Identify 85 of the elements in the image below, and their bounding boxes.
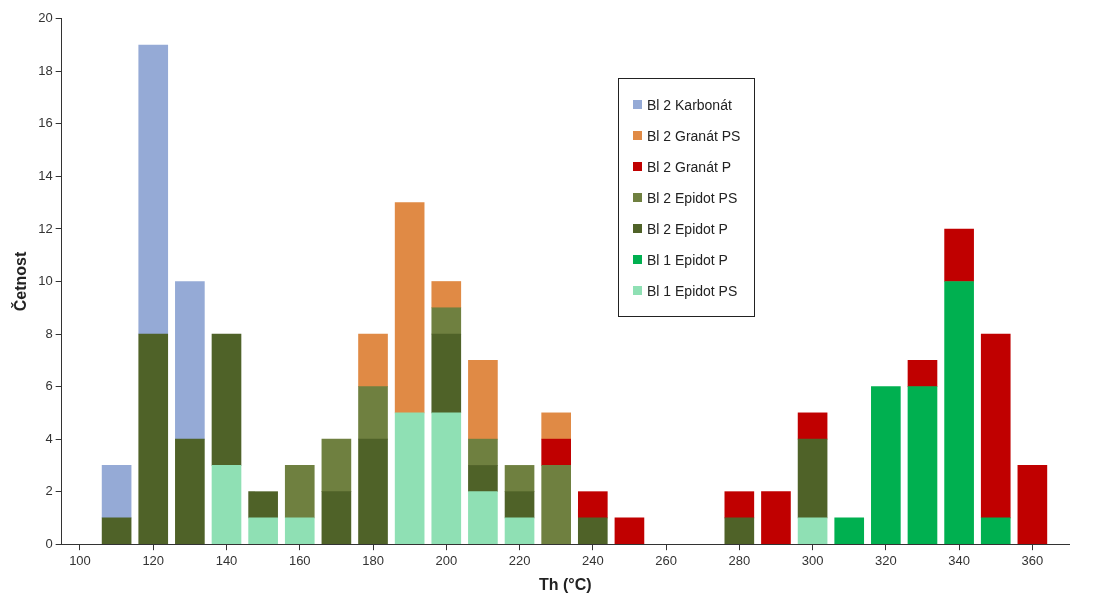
bar (907, 386, 938, 545)
bar (504, 517, 535, 545)
bar (358, 386, 388, 440)
bar (211, 465, 242, 545)
y-tick-label: 6 (45, 378, 53, 394)
x-tick-label: 260 (655, 552, 677, 568)
x-tick-label: 300 (801, 552, 824, 568)
bar (761, 491, 791, 545)
legend-label: Bl 2 Granát PS (647, 127, 741, 144)
bar (101, 465, 132, 519)
bar (211, 333, 242, 466)
x-tick-label: 200 (435, 552, 458, 568)
bar (431, 307, 462, 335)
bar (468, 465, 498, 492)
y-tick-label: 20 (38, 10, 53, 26)
bar (468, 438, 498, 466)
y-tick-label: 8 (45, 325, 53, 341)
bar (1017, 465, 1048, 545)
y-tick-label: 12 (38, 220, 53, 236)
bar (797, 412, 828, 440)
bar (614, 517, 645, 545)
bar (541, 465, 571, 545)
bar (504, 465, 535, 492)
bar (138, 44, 169, 335)
y-axis-title: Četnost (11, 251, 30, 312)
bar (358, 438, 388, 545)
legend-label: Bl 2 Epidot PS (647, 189, 738, 206)
bar (431, 412, 462, 545)
bar (248, 491, 278, 519)
bar (504, 491, 535, 519)
bar (431, 281, 462, 309)
bar (724, 517, 755, 545)
bar (577, 491, 608, 519)
bar (797, 438, 828, 519)
legend-label: Bl 1 Epidot P (647, 251, 728, 268)
y-tick-label: 4 (45, 430, 53, 446)
x-tick-label: 180 (362, 552, 384, 568)
x-tick-label: 220 (508, 552, 531, 568)
bar (321, 438, 352, 492)
legend-label: Bl 2 Granát P (647, 158, 732, 175)
bar (358, 333, 388, 387)
y-tick-label: 18 (38, 62, 53, 78)
bar (175, 281, 205, 440)
x-tick-label: 240 (581, 552, 604, 568)
bar (797, 517, 828, 545)
x-tick-label: 120 (142, 552, 165, 568)
y-tick-label: 14 (38, 168, 53, 183)
bar (431, 333, 462, 414)
y-tick-label: 0 (45, 535, 53, 551)
bar (394, 202, 425, 414)
bar (944, 228, 974, 282)
legend-label: Bl 2 Epidot P (647, 220, 728, 237)
y-tick-label: 2 (45, 483, 53, 499)
bar (944, 281, 974, 545)
x-tick-label: 100 (69, 552, 91, 568)
bar (907, 359, 938, 387)
bar (834, 517, 865, 545)
bar (248, 517, 278, 545)
x-tick-label: 160 (288, 552, 311, 568)
bar (101, 517, 132, 545)
bar (980, 333, 1011, 519)
bar (284, 465, 315, 519)
x-tick-label: 360 (1021, 552, 1044, 568)
x-tick-label: 340 (948, 552, 970, 568)
bar (724, 491, 755, 519)
bar (468, 359, 498, 440)
legend-label: Bl 2 Karbonát (647, 96, 732, 113)
bar (980, 517, 1011, 545)
bar (284, 517, 315, 545)
bar (541, 412, 571, 440)
x-axis-title: Th (°C) (539, 575, 592, 593)
legend-label: Bl 1 Epidot PS (647, 282, 738, 299)
y-tick-label: 16 (38, 115, 53, 131)
bar (871, 386, 901, 545)
bar (468, 491, 498, 545)
bar (541, 438, 571, 466)
x-tick-label: 320 (875, 552, 897, 568)
bar (394, 412, 425, 545)
x-tick-label: 280 (728, 552, 751, 568)
bar (577, 517, 608, 545)
x-tick-label: 140 (215, 552, 238, 568)
bar (175, 438, 205, 545)
bar (321, 491, 352, 545)
bar (138, 333, 169, 545)
y-tick-label: 10 (38, 273, 53, 289)
